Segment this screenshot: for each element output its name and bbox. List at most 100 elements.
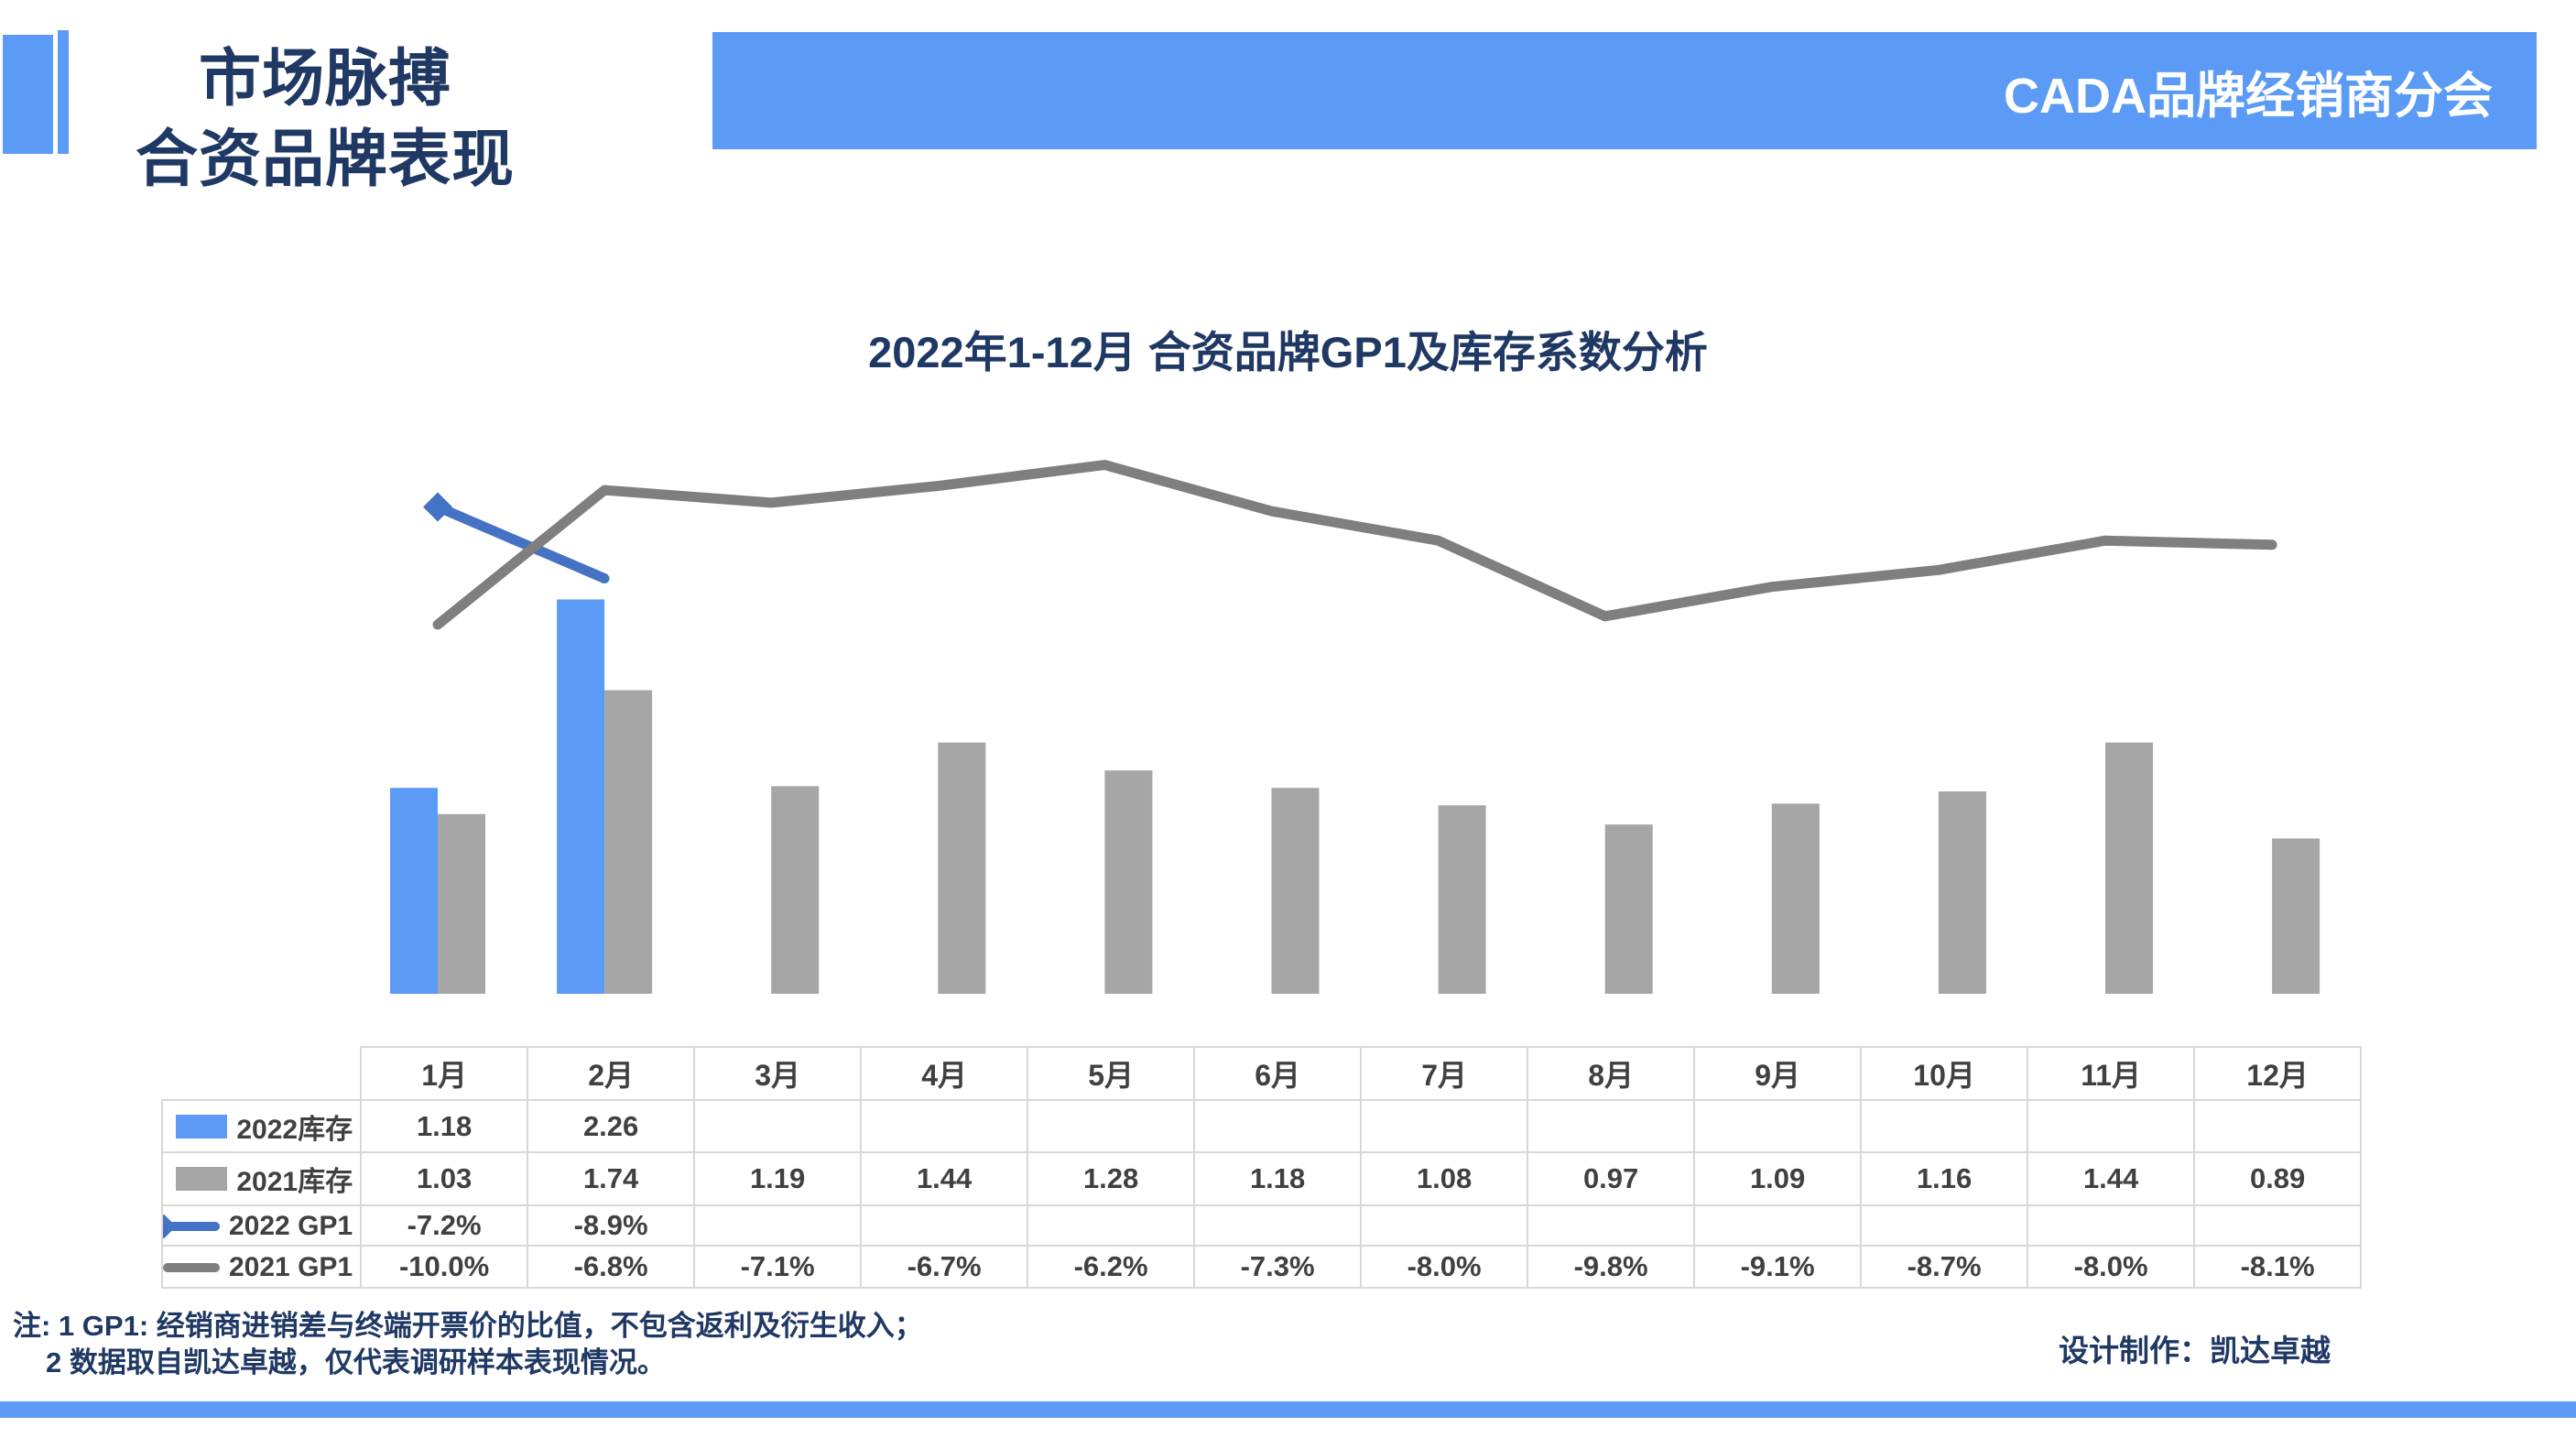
legend-swatch-bar-gray: [176, 1167, 228, 1191]
bar-2022库存-1月: [390, 788, 438, 994]
row-label: 2022 GP1: [160, 1204, 363, 1247]
banner-text: CADA品牌经销商分会: [2004, 68, 2493, 124]
table-cell: -7.2%: [360, 1204, 529, 1247]
row-label-text: 2021库存: [236, 1167, 353, 1197]
bar-2021库存-10月: [1938, 791, 1986, 994]
month-header: 8月: [1527, 1046, 1696, 1101]
table-cell: -6.7%: [860, 1245, 1029, 1289]
month-header: 12月: [2193, 1046, 2363, 1101]
table-cell: 1.74: [527, 1151, 696, 1206]
line-2022 GP1: [432, 501, 610, 584]
month-header: 3月: [693, 1046, 863, 1101]
table-cell: -8.7%: [1860, 1245, 2029, 1289]
month-header: 9月: [1693, 1046, 1863, 1101]
month-header: 5月: [1027, 1046, 1196, 1101]
bar-2021库存-9月: [1771, 803, 1820, 994]
table-row: 2022 GP1 -7.2% -8.9%: [160, 1204, 2363, 1247]
table-cell: 0.97: [1527, 1151, 1696, 1206]
month-header: 6月: [1193, 1046, 1363, 1101]
table-row: 2021库存 1.03 1.74 1.19 1.44 1.28 1.18 1.08 0.97 1.…: [160, 1151, 2363, 1206]
table-cell: [693, 1099, 863, 1153]
bar-2021库存-3月: [771, 786, 820, 994]
table-cell: [1693, 1099, 1863, 1153]
month-header: 1月: [360, 1046, 529, 1101]
table-cell: 1.44: [860, 1151, 1029, 1206]
table-cell: -9.8%: [1527, 1245, 1696, 1289]
legend-diamond-icon: [164, 1214, 177, 1238]
table-cell: 1.18: [1193, 1151, 1363, 1206]
table-cell: -7.1%: [693, 1245, 863, 1289]
table-cell: [1360, 1204, 1529, 1247]
footnotes: 注: 1 GP1: 经销商进销差与终端开票价的比值，不包含返利及衍生收入； 2 …: [13, 1308, 923, 1381]
table-cell: -6.2%: [1027, 1245, 1196, 1289]
line-2021 GP1: [432, 460, 2277, 630]
page-title-line1: 市场脉搏: [198, 44, 451, 114]
month-header: 10月: [1860, 1046, 2029, 1101]
chart-title: 2022年1-12月 合资品牌GP1及库存系数分析: [868, 328, 1708, 376]
header-banner: CADA品牌经销商分会: [712, 32, 2537, 149]
table-cell: 1.28: [1027, 1151, 1196, 1206]
table-cell: [2193, 1099, 2363, 1153]
bar-2021库存-4月: [938, 742, 986, 994]
footnote-line1: 注: 1 GP1: 经销商进销差与终端开票价的比值，不包含返利及衍生收入；: [13, 1310, 923, 1342]
table-header-row: 1月 2月 3月 4月 5月 6月 7月 8月 9月 10月 11月 12月: [162, 1046, 2363, 1101]
legend-swatch-bar-blue: [176, 1114, 228, 1138]
accent-bar-narrow: [58, 30, 69, 154]
table-cell: -8.9%: [527, 1204, 696, 1247]
table-cell: [1193, 1099, 1363, 1153]
table-cell: [2193, 1204, 2363, 1247]
row-label-text: 2022 GP1: [229, 1210, 353, 1241]
table-cell: 1.08: [1360, 1151, 1529, 1206]
table-cell: 1.18: [360, 1099, 529, 1153]
table-cell: [2027, 1204, 2196, 1247]
bottom-bar: [0, 1401, 2576, 1418]
table-cell: [860, 1204, 1029, 1247]
table-cell: -8.1%: [2193, 1245, 2363, 1289]
table-cell: 0.89: [2193, 1151, 2363, 1206]
bar-2021库存-12月: [2272, 838, 2321, 994]
table-cell: 1.03: [360, 1151, 529, 1206]
table-cell: 1.44: [2027, 1151, 2196, 1206]
bar-2021库存-6月: [1271, 788, 1320, 994]
legend-swatch-line-blue: [164, 1214, 220, 1238]
table-cell: [2027, 1099, 2196, 1153]
month-header: 11月: [2027, 1046, 2196, 1101]
table-cell: [1860, 1204, 2029, 1247]
legend-swatch-line-gray: [164, 1262, 220, 1272]
data-table: 1月 2月 3月 4月 5月 6月 7月 8月 9月 10月 11月 12月 2022库存 1.18 2.2…: [160, 1046, 2363, 1289]
table-cell: 2.26: [527, 1099, 696, 1153]
table-corner-cell: [162, 1047, 361, 1100]
table-cell: [1027, 1204, 1196, 1247]
row-label-text: 2022库存: [236, 1114, 353, 1145]
page-title-line2: 合资品牌表现: [135, 125, 515, 194]
table-cell: -10.0%: [360, 1245, 529, 1289]
diamond-marker-2022 GP1: [423, 492, 452, 522]
table-row: 2021 GP1 -10.0% -6.8% -7.1% -6.7% -6.2% -7.3% -…: [160, 1245, 2363, 1289]
table-cell: [1193, 1204, 1363, 1247]
table-cell: 1.09: [1693, 1151, 1863, 1206]
table-cell: [1527, 1099, 1696, 1153]
row-label: 2022库存: [160, 1099, 363, 1153]
bar-2021库存-1月: [438, 813, 485, 994]
bar-2021库存-11月: [2105, 742, 2153, 994]
table-cell: [1860, 1099, 2029, 1153]
row-label: 2021 GP1: [160, 1245, 363, 1289]
table-cell: [860, 1099, 1029, 1153]
bar-2021库存-8月: [1604, 824, 1653, 994]
page-title: 市场脉搏 合资品牌表现: [87, 38, 563, 200]
credit: 设计制作：凯达卓越: [2059, 1334, 2331, 1367]
table-cell: -8.0%: [2027, 1245, 2196, 1289]
month-header: 2月: [527, 1046, 696, 1101]
bar-2022库存-2月: [557, 599, 605, 994]
month-header: 7月: [1360, 1046, 1529, 1101]
row-label-text: 2021 GP1: [229, 1251, 353, 1282]
table-cell: -6.8%: [527, 1245, 696, 1289]
table-row: 2022库存 1.18 2.26: [160, 1099, 2363, 1153]
accent-bar-wide: [3, 35, 53, 154]
bar-2021库存-2月: [604, 690, 653, 994]
table-cell: 1.16: [1860, 1151, 2029, 1206]
table-cell: [1527, 1204, 1696, 1247]
bar-2021库存-5月: [1104, 770, 1153, 994]
row-label: 2021库存: [160, 1151, 363, 1206]
table-cell: -8.0%: [1360, 1245, 1529, 1289]
